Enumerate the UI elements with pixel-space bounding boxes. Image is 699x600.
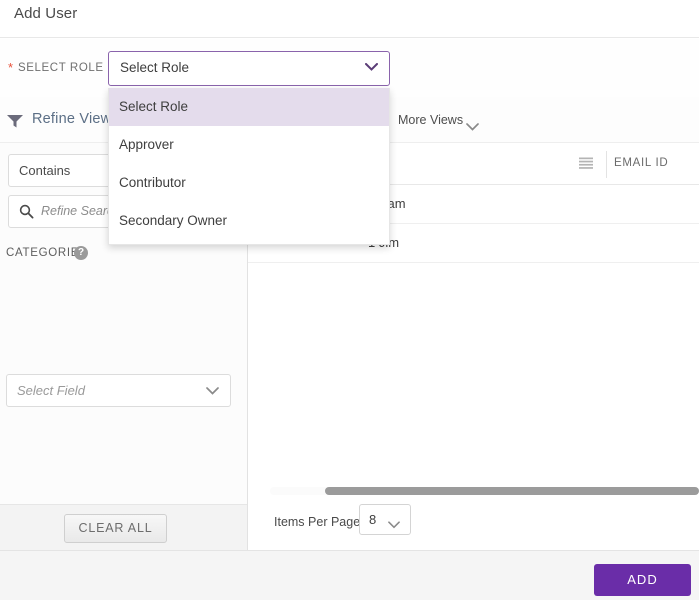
select-role-option-secondary-owner[interactable]: Secondary Owner [109, 202, 389, 240]
page-title: Add User [14, 5, 78, 22]
add-button[interactable]: ADD [594, 564, 691, 596]
list-menu-icon[interactable] [579, 157, 593, 170]
refine-search-placeholder: Refine Search [41, 204, 121, 218]
chevron-down-icon [365, 63, 378, 71]
select-role-value: Select Role [120, 60, 190, 75]
select-role-option-select-role[interactable]: Select Role [109, 88, 389, 126]
select-role-option-approver[interactable]: Approver [109, 126, 389, 164]
help-circle-icon[interactable]: ? [74, 246, 88, 260]
chevron-down-icon [206, 387, 219, 395]
select-role-option-contributor[interactable]: Contributor [109, 164, 389, 202]
more-views-button[interactable]: More Views [398, 113, 464, 127]
chevron-down-icon [388, 516, 400, 529]
select-role-dropdown[interactable]: Select Role [108, 51, 390, 86]
categories-field-placeholder: Select Field [17, 383, 85, 398]
categories-field-dropdown[interactable]: Select Field [6, 374, 231, 407]
column-header-email-id[interactable]: EMAIL ID [614, 157, 669, 169]
horizontal-scrollbar-thumb[interactable] [325, 487, 699, 495]
items-per-page-dropdown[interactable]: 8 [359, 504, 411, 535]
option-label: Select Role [119, 99, 189, 114]
option-label: Approver [119, 137, 174, 152]
clear-all-button[interactable]: CLEAR ALL [64, 514, 167, 543]
select-role-label: SELECT ROLE [18, 62, 104, 74]
items-per-page-value: 8 [369, 512, 377, 527]
dialog-titlebar: Add User [0, 0, 699, 38]
search-icon [19, 204, 34, 219]
refine-view-title: Refine View [32, 111, 112, 127]
funnel-icon [6, 113, 24, 129]
match-mode-value: Contains [19, 163, 71, 178]
chevron-down-icon [466, 118, 479, 131]
option-label: Secondary Owner [119, 213, 228, 228]
refine-panel-footer: CLEAR ALL [0, 504, 247, 550]
required-asterisk: * [8, 60, 14, 75]
items-per-page-label: Items Per Page [274, 515, 361, 529]
categories-label: CATEGORIES [6, 247, 88, 259]
option-label: Contributor [119, 175, 186, 190]
dialog-footer: ADD [0, 550, 699, 600]
select-role-options-menu[interactable]: Select Role Approver Contributor Seconda… [108, 88, 390, 245]
column-divider [606, 151, 607, 178]
